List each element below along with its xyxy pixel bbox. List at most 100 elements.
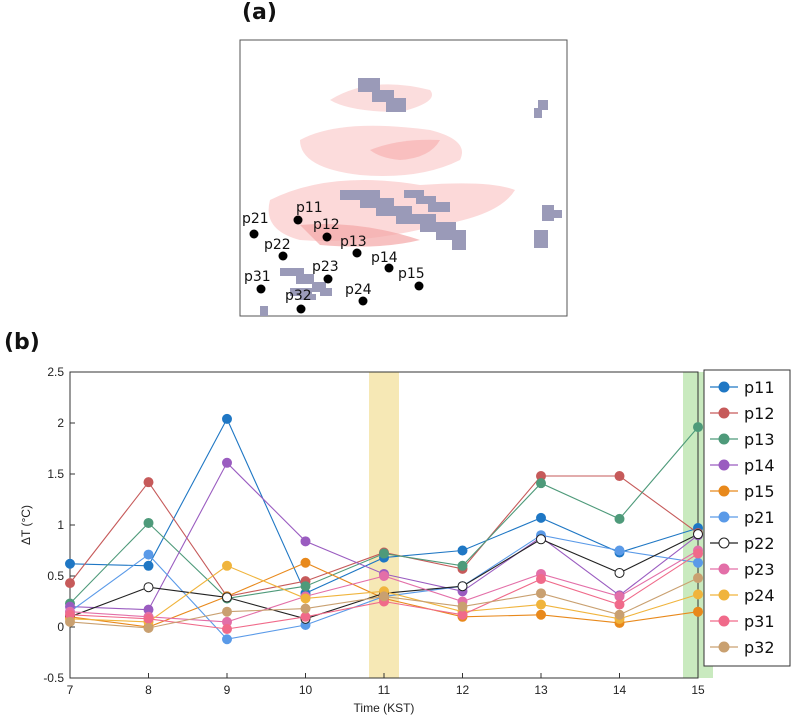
point-p31-9 (222, 624, 232, 635)
map-point-p14 (384, 263, 394, 273)
map-point-label-p14: p14 (371, 250, 398, 266)
legend-marker-p24 (718, 589, 730, 601)
point-p11-12 (457, 545, 468, 556)
legend-label-p15: p15 (744, 482, 775, 501)
x-tick-label: 13 (534, 683, 548, 697)
map-point-p11 (293, 215, 303, 225)
y-tick-label: 1 (57, 518, 64, 532)
map-point-label-p11: p11 (296, 200, 323, 216)
point-p24-15 (693, 589, 703, 600)
point-p13-8 (143, 517, 154, 528)
point-p13-12 (457, 560, 468, 571)
map-point-p24 (358, 296, 368, 306)
legend-marker-p31 (718, 615, 730, 627)
point-p24-10 (300, 593, 311, 604)
legend-label-p31: p31 (744, 612, 775, 631)
legend-marker-p13 (718, 433, 730, 445)
point-p21-8 (143, 549, 154, 560)
point-p23-14 (614, 591, 625, 602)
point-p15-13 (536, 609, 546, 620)
x-tick-label: 9 (224, 683, 231, 697)
point-p32-14 (614, 609, 625, 620)
legend-label-p24: p24 (744, 586, 775, 605)
legend-label-p12: p12 (744, 404, 775, 423)
point-p15-10 (300, 557, 311, 568)
legend-marker-p14 (718, 459, 730, 471)
map-point-p23 (323, 274, 333, 284)
x-tick-label: 12 (456, 683, 470, 697)
legend-marker-p32 (718, 641, 730, 653)
map-point-label-p22: p22 (264, 237, 291, 253)
point-p31-8 (143, 613, 154, 624)
building-blocks (260, 78, 562, 316)
point-p22-9 (222, 592, 232, 603)
point-p11-8 (143, 560, 154, 571)
map-point-p15 (414, 281, 424, 291)
point-p32-15 (693, 573, 703, 584)
legend-marker-p11 (718, 381, 730, 393)
panel-b-label: (b) (4, 330, 40, 355)
point-p32-11 (379, 591, 389, 602)
legend-label-p13: p13 (744, 430, 775, 449)
point-p11-7 (65, 558, 75, 569)
point-p13-13 (536, 478, 546, 489)
map-point-p22 (278, 251, 288, 261)
point-p12-14 (614, 471, 625, 482)
point-p32-8 (143, 623, 154, 634)
x-tick-label: 7 (67, 683, 74, 697)
series-points (65, 413, 703, 645)
point-p11-9 (222, 413, 232, 424)
point-p14-10 (300, 536, 311, 547)
map-point-label-p24: p24 (345, 282, 372, 298)
point-p32-13 (536, 588, 546, 599)
point-p31-13 (536, 574, 546, 585)
point-p15-15 (693, 606, 703, 617)
y-tick-label: 2 (57, 416, 64, 430)
x-tick-label: 10 (299, 683, 313, 697)
point-p22-8 (143, 582, 154, 593)
x-tick-label: 11 (378, 683, 391, 697)
y-tick-label: 2.5 (47, 365, 64, 379)
legend-label-p14: p14 (744, 456, 775, 475)
point-p22-13 (536, 534, 546, 545)
legend-marker-p23 (718, 563, 730, 575)
point-p22-15 (693, 529, 703, 540)
map-point-label-p32: p32 (285, 288, 312, 304)
point-p21-15 (693, 557, 703, 568)
y-axis: -0.5 0 0.5 1 1.5 2 2.5 (43, 365, 75, 685)
legend-marker-p12 (718, 407, 730, 419)
point-p31-15 (693, 548, 703, 559)
point-p13-11 (379, 548, 389, 559)
map-point-label-p23: p23 (312, 259, 339, 275)
y-tick-label: -0.5 (43, 671, 64, 685)
y-tick-label: 0.5 (47, 569, 64, 583)
point-p24-13 (536, 599, 546, 610)
point-p13-14 (614, 513, 625, 524)
point-p31-12 (457, 609, 468, 620)
legend-marker-p21 (718, 511, 730, 523)
point-p14-9 (222, 457, 232, 468)
y-axis-label: ΔT (°C) (19, 505, 33, 545)
point-p31-10 (300, 611, 311, 622)
point-p23-11 (379, 571, 389, 581)
panel-a-label: (a) (242, 0, 277, 25)
y-tick-label: 1.5 (47, 467, 64, 481)
legend-label-p23: p23 (744, 560, 775, 579)
legend-marker-p15 (718, 485, 730, 497)
point-p13-10 (300, 581, 311, 592)
point-p32-7 (65, 616, 75, 627)
point-p32-9 (222, 606, 232, 617)
point-p24-9 (222, 560, 232, 571)
map-point-label-p13: p13 (340, 234, 367, 250)
x-tick-label: 8 (145, 683, 152, 697)
map-point-label-p21: p21 (242, 211, 269, 227)
point-p11-13 (536, 512, 546, 523)
map-point-label-p12: p12 (313, 217, 340, 233)
legend-box (703, 369, 791, 667)
legend-label-p22: p22 (744, 534, 775, 553)
x-axis: 7 8 9 10 11 12 13 14 15 (67, 673, 705, 697)
legend-marker-p22 (718, 537, 730, 549)
map-point-p13 (352, 248, 362, 258)
